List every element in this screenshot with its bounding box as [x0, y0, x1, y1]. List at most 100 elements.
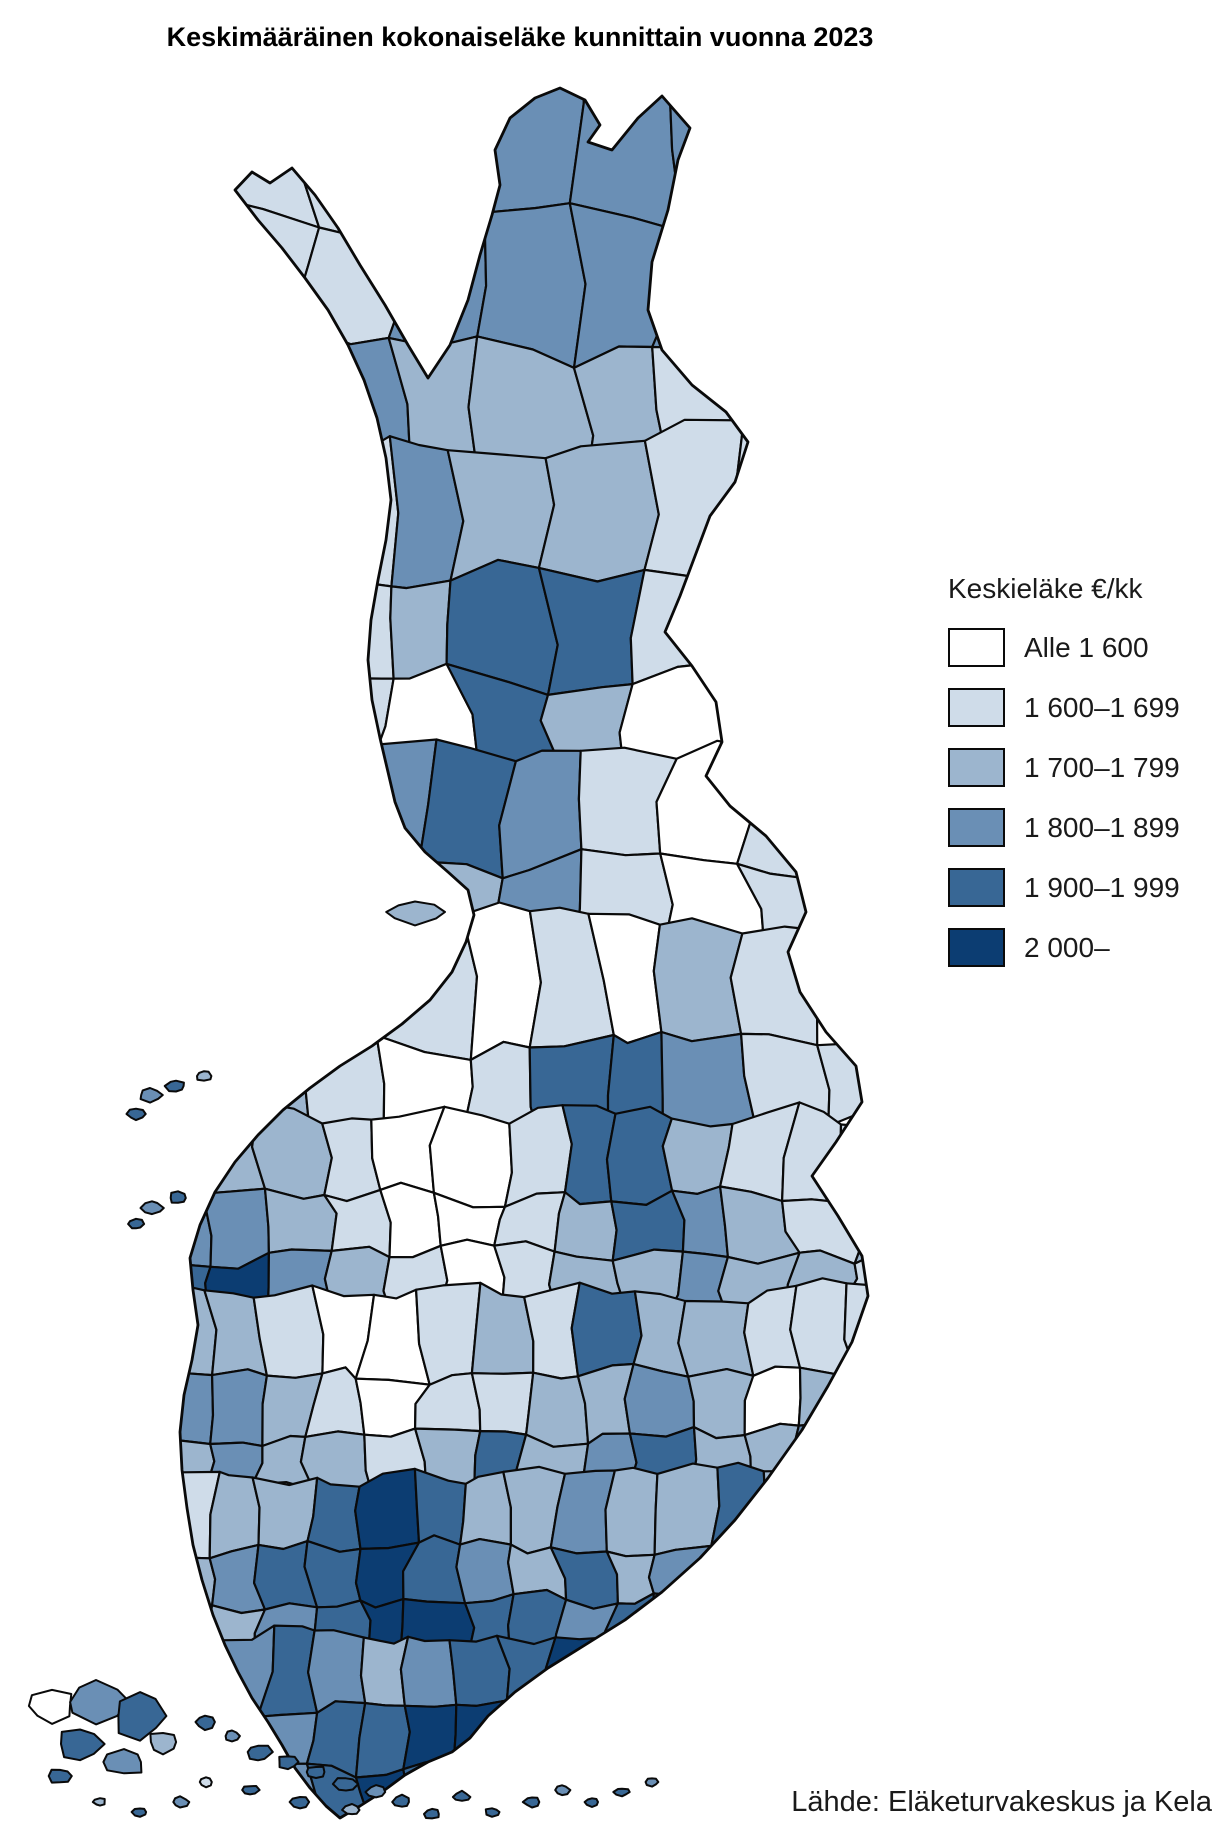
legend-item-label: 1 700–1 799	[1024, 751, 1180, 783]
legend-item-label: 1 900–1 999	[1024, 871, 1180, 903]
island-region	[139, 1200, 165, 1216]
municipality-region	[710, 1461, 771, 1560]
municipality-region	[298, 659, 395, 789]
municipality-region	[392, 88, 500, 220]
municipality-region	[180, 1639, 227, 1718]
legend-items: Alle 1 600 1 600–1 699 1 700–1 799 1 800–1 …	[948, 628, 1180, 967]
municipality-region	[647, 1544, 713, 1599]
legend: Keskieläke €/kk Alle 1 600 1 600–1 699 1 7…	[948, 572, 1180, 988]
municipality-region	[839, 1123, 868, 1214]
island-region	[331, 1777, 360, 1792]
municipality-region	[747, 1625, 804, 1726]
island-region	[163, 1079, 185, 1093]
municipality-region	[503, 1699, 559, 1778]
legend-item: 1 600–1 699	[948, 688, 1180, 727]
municipality-region	[180, 1596, 219, 1666]
legend-item: Alle 1 600	[948, 628, 1180, 667]
municipality-region	[450, 1756, 515, 1818]
municipality-region	[452, 1699, 515, 1762]
municipality-region	[415, 1281, 482, 1386]
island-region	[194, 1714, 216, 1732]
municipality-region	[728, 556, 818, 682]
municipality-region	[303, 1540, 362, 1609]
legend-item: 1 900–1 999	[948, 868, 1180, 907]
municipality-region	[677, 1299, 755, 1378]
source-note: Lähde: Eläketurvakeskus ja Kela	[791, 1786, 1212, 1818]
municipality-region	[845, 1363, 868, 1446]
island-region	[117, 1691, 168, 1742]
island-region	[125, 1107, 147, 1122]
municipality-region	[789, 1423, 864, 1508]
municipality-region	[568, 202, 684, 369]
municipality-region	[845, 1426, 868, 1504]
municipality-region	[687, 1368, 755, 1440]
island-region	[127, 1217, 146, 1230]
legend-item: 1 800–1 899	[948, 808, 1180, 847]
legend-title: Keskieläke €/kk	[948, 573, 1143, 604]
municipality-region	[703, 1544, 771, 1608]
municipality-region	[354, 1702, 411, 1779]
municipality-region	[703, 1596, 759, 1658]
legend-item-label: 2 000–	[1024, 931, 1110, 963]
finland-outline	[178, 86, 870, 1820]
municipality-region	[375, 914, 479, 1061]
municipality-region	[602, 1624, 652, 1711]
island-region	[451, 1789, 472, 1802]
municipality-region	[721, 658, 817, 791]
island-region	[288, 1796, 311, 1810]
island-region	[583, 1797, 599, 1808]
island-region	[69, 1679, 131, 1726]
municipality-region	[379, 1181, 442, 1259]
municipality-region	[762, 1466, 819, 1560]
island-region	[198, 1776, 213, 1789]
municipality-region	[794, 1625, 841, 1720]
municipality-region	[537, 566, 646, 696]
island-region	[102, 1748, 143, 1775]
municipality-region	[650, 1592, 713, 1658]
municipality-region	[209, 1368, 268, 1448]
municipality-region	[647, 1624, 707, 1713]
municipality-region	[180, 1368, 215, 1446]
island-region	[130, 1807, 148, 1818]
municipality-region	[350, 852, 437, 946]
municipality-region	[387, 210, 488, 349]
island-region	[521, 1796, 541, 1809]
island-region	[224, 1729, 241, 1743]
legend-item: 1 700–1 799	[948, 748, 1180, 787]
island-region	[149, 1732, 178, 1756]
legend-swatch	[948, 748, 1005, 787]
municipality-region	[428, 1105, 513, 1209]
municipality-region	[402, 1703, 458, 1771]
island-region	[169, 1190, 187, 1204]
island-region	[364, 1784, 387, 1799]
legend-swatch	[948, 688, 1005, 727]
island-region	[423, 1807, 440, 1820]
municipality-region	[389, 579, 452, 680]
municipality-region	[598, 1699, 661, 1776]
island-region	[278, 1755, 300, 1771]
municipality-region	[752, 1550, 817, 1611]
island-region	[484, 1807, 501, 1818]
legend-swatch	[948, 868, 1005, 907]
island-region	[47, 1768, 73, 1784]
municipality-region	[604, 1466, 659, 1558]
island-region	[172, 1795, 191, 1809]
legend-item: 2 000–	[948, 928, 1180, 967]
island-region	[27, 1688, 73, 1725]
municipality-region	[537, 439, 660, 583]
legend-swatch	[948, 628, 1005, 667]
municipality-region	[546, 1699, 605, 1778]
legend-item-label: 1 800–1 899	[1024, 811, 1180, 843]
legend-swatch	[948, 928, 1005, 967]
municipality-region	[810, 1466, 865, 1553]
island-region	[612, 1787, 631, 1798]
island-region	[644, 1777, 660, 1788]
legend-item-label: 1 600–1 699	[1024, 691, 1180, 723]
municipality-region	[470, 1371, 535, 1436]
island-region	[241, 1785, 261, 1796]
island-region	[91, 1797, 106, 1807]
island-region	[246, 1744, 274, 1762]
municipality-region	[570, 1281, 643, 1378]
